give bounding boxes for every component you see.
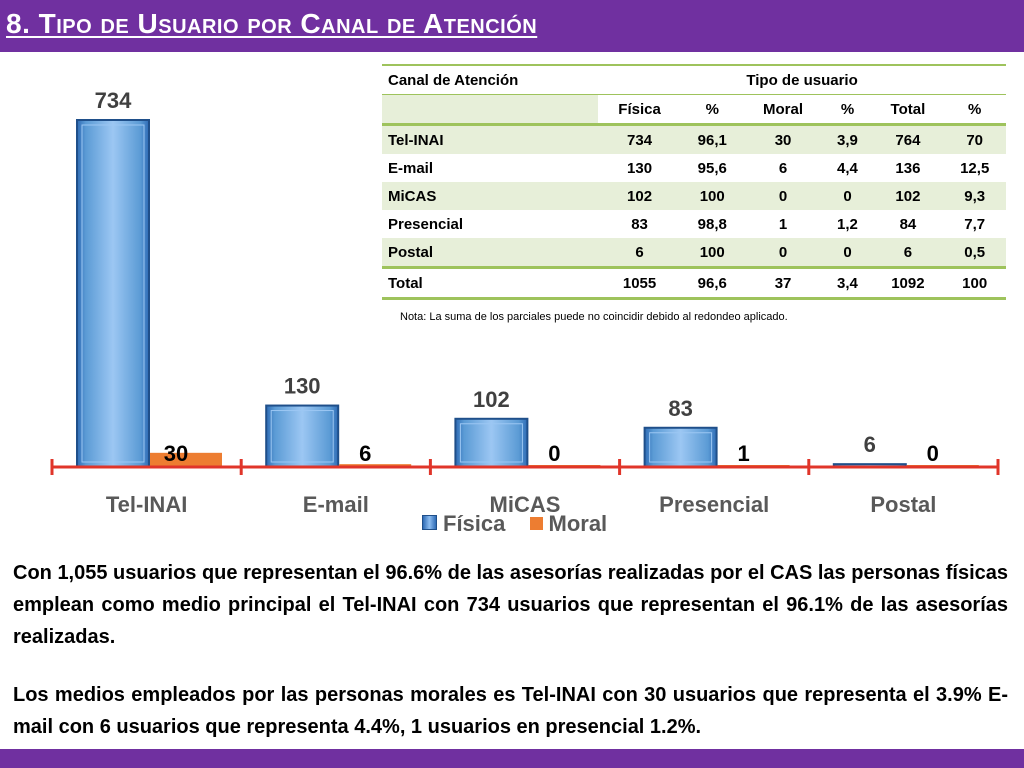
data-label-moral: 0: [548, 441, 560, 466]
table-col-header: Física: [598, 94, 681, 126]
paragraph-moral: Los medios empleados por las personas mo…: [13, 684, 1008, 738]
table-header-group: Tipo de usuario: [598, 66, 1006, 95]
data-label-moral: 1: [737, 441, 749, 466]
bar-fisica-bevel: [459, 423, 523, 463]
legend-swatch-moral: [529, 517, 543, 530]
category-label: E-mail: [303, 492, 369, 517]
table-cell: 98,8: [680, 210, 744, 238]
data-table: Canal de Atención Tipo de usuario Física…: [382, 66, 1006, 300]
data-label-fisica: 734: [95, 88, 132, 113]
table-cell: 1,2: [822, 210, 873, 238]
legend-swatch-fisica: [422, 515, 437, 530]
table-col-header: %: [943, 94, 1006, 126]
bar-fisica-bevel: [649, 432, 713, 463]
table-cell: 100: [680, 238, 744, 268]
table-cell: 9,3: [943, 182, 1006, 210]
table-cell: 1092: [872, 266, 944, 300]
table-cell: 0: [743, 238, 823, 268]
data-label-moral: 6: [359, 441, 371, 466]
table-cell-canal: Total: [382, 266, 599, 300]
table-header-canal: Canal de Atención: [382, 66, 599, 95]
table-cell: 130: [598, 154, 681, 182]
table-cell: 96,1: [680, 124, 744, 154]
data-label-fisica: 130: [284, 374, 321, 399]
bar-fisica-bevel: [270, 410, 334, 463]
table-cell: 734: [598, 124, 681, 154]
table-cell-canal: Presencial: [382, 210, 599, 238]
table-cell: 100: [943, 266, 1006, 300]
table-cell: 0: [822, 182, 873, 210]
table-row: MiCAS 102 100 0 0 102 9,3: [382, 182, 1006, 210]
table-row: Tel-INAI 734 96,1 30 3,9 764 70: [382, 124, 1006, 154]
table-cell: 102: [872, 182, 944, 210]
table-cell: 0,5: [943, 238, 1006, 268]
table-cell: 102: [598, 182, 681, 210]
category-label: Tel-INAI: [106, 492, 187, 517]
chart-legend: Física Moral: [422, 511, 625, 537]
table-subheader-row: Física % Moral % Total %: [382, 94, 1006, 126]
category-label: Presencial: [659, 492, 769, 517]
legend-label: Moral: [548, 511, 608, 536]
table-cell: 0: [743, 182, 823, 210]
category-label: MiCAS: [490, 492, 561, 517]
table-cell: 30: [743, 124, 823, 154]
category-label: Postal: [870, 492, 936, 517]
table-top-border: [382, 64, 1006, 67]
table-cell: 96,6: [680, 266, 744, 300]
table-cell: 3,4: [822, 266, 873, 300]
table-cell: 100: [680, 182, 744, 210]
table-cell: 4,4: [822, 154, 873, 182]
table-cell: 37: [743, 266, 823, 300]
table-cell: 12,5: [943, 154, 1006, 182]
table-cell: 136: [872, 154, 944, 182]
table-cell: 95,6: [680, 154, 744, 182]
legend-item-moral: Moral: [529, 511, 608, 537]
table-cell-canal: E-mail: [382, 154, 599, 182]
table-cell-canal: MiCAS: [382, 182, 599, 210]
table-cell-canal: Postal: [382, 238, 599, 268]
table-header-blank: [382, 94, 599, 126]
data-label-fisica: 102: [473, 387, 510, 412]
bar-fisica: [265, 404, 340, 469]
data-label-fisica: 83: [668, 396, 692, 421]
table-note: Nota: La suma de los parciales puede no …: [400, 311, 788, 323]
table-row: Postal 6 100 0 0 6 0,5: [382, 238, 1006, 268]
legend-label: Física: [443, 511, 506, 536]
title-bar: 8. Tipo de Usuario por Canal de Atención: [0, 0, 1024, 52]
bar-chart: 73430Tel-INAI1306E-mail1020MiCAS831Prese…: [50, 88, 1000, 517]
data-label-fisica: 6: [864, 432, 876, 457]
bar-moral: [150, 452, 222, 467]
bar-fisica: [76, 119, 150, 468]
table-cell: 6: [743, 154, 823, 182]
page-title: 8. Tipo de Usuario por Canal de Atención: [6, 8, 538, 39]
data-label-moral: 0: [927, 441, 939, 466]
table-col-header: Moral: [743, 94, 823, 126]
table-col-header: %: [680, 94, 744, 126]
data-label-moral: 30: [164, 441, 188, 466]
bar-fisica-bevel: [81, 124, 145, 463]
table-header-row: Canal de Atención Tipo de usuario: [382, 66, 1006, 95]
table-cell: 3,9: [822, 124, 873, 154]
bottom-bar: [0, 749, 1024, 768]
table-cell: 7,7: [943, 210, 1006, 238]
bar-fisica: [454, 417, 529, 469]
table-row: Presencial 83 98,8 1 1,2 84 7,7: [382, 210, 1006, 238]
table-cell: 1: [743, 210, 823, 238]
table-cell: 6: [872, 238, 944, 268]
table-cell: 84: [872, 210, 944, 238]
table-cell: 764: [872, 124, 944, 154]
table-cell-canal: Tel-INAI: [382, 124, 599, 154]
table-cell: 70: [943, 124, 1006, 154]
table-cell: 1055: [598, 266, 681, 300]
table-col-header: %: [822, 94, 873, 126]
table-cell: 6: [598, 238, 681, 268]
legend-item-fisica: Física: [422, 511, 505, 537]
table-total-row: Total 1055 96,6 37 3,4 1092 100: [382, 266, 1006, 300]
bar-fisica: [643, 426, 718, 468]
table-cell: 83: [598, 210, 681, 238]
paragraph-fisica: Con 1,055 usuarios que representan el 96…: [13, 562, 1008, 648]
table-cell: 0: [822, 238, 873, 268]
table-col-header: Total: [872, 94, 944, 126]
table-row: E-mail 130 95,6 6 4,4 136 12,5: [382, 154, 1006, 182]
